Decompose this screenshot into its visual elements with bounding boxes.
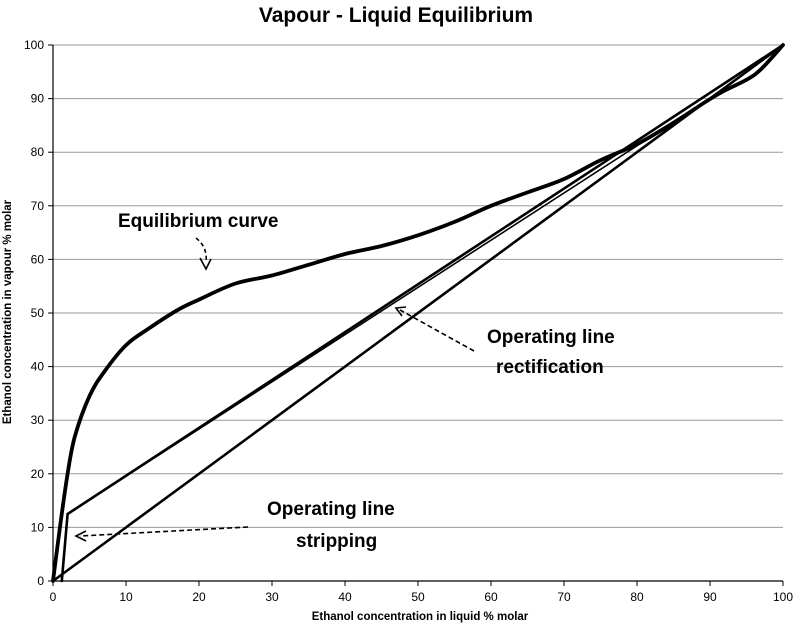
- y-tick-label: 20: [31, 467, 45, 481]
- y-axis-ticks: 0 10 20 30 40 50 60 70 80 90 100: [24, 38, 53, 588]
- annotation-rectification-1: Operating line: [487, 327, 615, 348]
- arrow-equilibrium: [195, 237, 212, 271]
- x-tick-label: 80: [630, 590, 644, 604]
- x-tick-label: 20: [192, 590, 206, 604]
- arrow-stripping: [74, 526, 249, 542]
- annotation-equilibrium: Equilibrium curve: [118, 211, 278, 232]
- axes: [52, 45, 783, 582]
- x-tick-label: 50: [411, 590, 425, 604]
- series-diagonal-line: [51, 43, 785, 583]
- x-tick-label: 60: [484, 590, 498, 604]
- y-tick-label: 50: [31, 306, 45, 320]
- x-tick-label: 0: [50, 590, 57, 604]
- y-tick-label: 0: [37, 574, 44, 588]
- x-axis-ticks: 0 10 20 30 40 50 60 70 80 90 100: [50, 581, 793, 604]
- y-tick-label: 100: [24, 38, 44, 52]
- x-axis-label: Ethanol concentration in liquid % molar: [312, 611, 529, 623]
- chart-title: Vapour - Liquid Equilibrium: [259, 4, 533, 27]
- x-tick-label: 70: [557, 590, 571, 604]
- x-tick-label: 10: [119, 590, 133, 604]
- annotation-stripping-1: Operating line: [267, 499, 395, 520]
- y-axis-label: Ethanol concentration in vapour % molar: [2, 199, 14, 424]
- y-tick-label: 70: [31, 199, 45, 213]
- x-tick-label: 90: [703, 590, 717, 604]
- series-layer: [51, 43, 785, 583]
- y-tick-label: 60: [31, 252, 45, 266]
- x-tick-label: 40: [338, 590, 352, 604]
- x-tick-label: 100: [773, 590, 793, 604]
- arrow-rectification: [394, 306, 475, 352]
- series-stripping-line: [60, 43, 785, 583]
- y-tick-label: 10: [31, 520, 45, 534]
- x-tick-label: 30: [265, 590, 279, 604]
- y-tick-label: 40: [31, 360, 45, 374]
- y-tick-label: 90: [31, 92, 45, 106]
- y-tick-label: 30: [31, 413, 45, 427]
- annotation-stripping-2: stripping: [296, 531, 377, 552]
- annotation-arrows: [74, 237, 475, 542]
- annotation-rectification-2: rectification: [496, 357, 604, 378]
- y-tick-label: 80: [31, 145, 45, 159]
